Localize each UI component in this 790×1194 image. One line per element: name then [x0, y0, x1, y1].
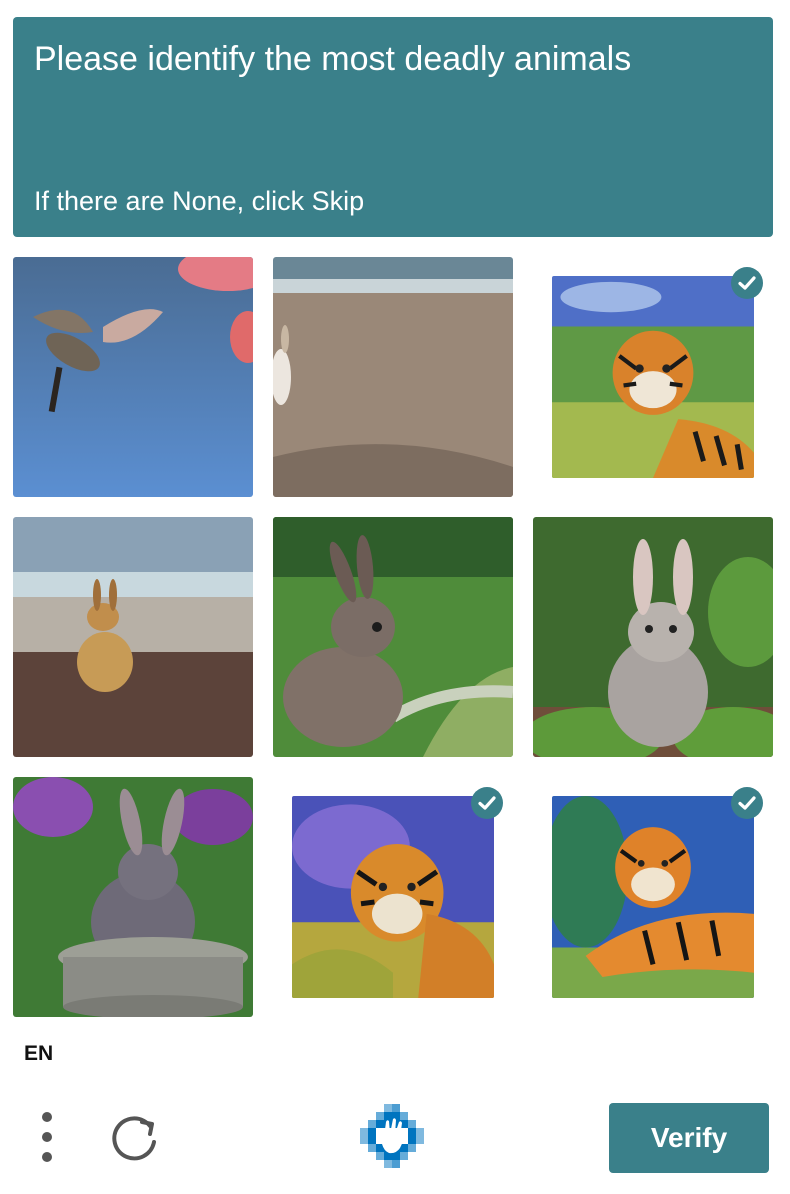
garden-rabbit-image — [533, 517, 773, 757]
image-tile-9[interactable] — [533, 777, 773, 1017]
check-icon — [731, 267, 763, 299]
image-tile-6[interactable] — [533, 517, 773, 757]
image-tile-1[interactable] — [13, 257, 253, 497]
challenge-header: Please identify the most deadly animals … — [13, 17, 773, 237]
beach-rabbit-image — [13, 517, 253, 757]
image-tile-3[interactable] — [533, 257, 773, 497]
more-vertical-icon[interactable] — [36, 1112, 60, 1164]
challenge-hint: If there are None, click Skip — [34, 186, 365, 216]
image-tile-7[interactable] — [13, 777, 253, 1017]
image-tile-5[interactable] — [273, 517, 513, 757]
image-tile-4[interactable] — [13, 517, 253, 757]
garden-rabbit-image — [273, 517, 513, 757]
refresh-icon[interactable] — [110, 1112, 162, 1164]
tiger-image — [292, 796, 494, 998]
tiger-image — [552, 276, 754, 478]
hcaptcha-logo-icon[interactable] — [360, 1104, 426, 1170]
check-icon — [731, 787, 763, 819]
language-selector[interactable]: EN — [24, 1042, 54, 1065]
image-tile-2[interactable] — [273, 257, 513, 497]
verify-button[interactable]: Verify — [609, 1103, 769, 1173]
image-tile-8[interactable] — [273, 777, 513, 1017]
check-icon — [471, 787, 503, 819]
challenge-prompt: Please identify the most deadly animals — [34, 40, 632, 78]
beach-rabbit-image — [273, 257, 513, 497]
tiger-image — [552, 796, 754, 998]
hummingbird-image — [13, 257, 253, 497]
potted-rabbit-image — [13, 777, 253, 1017]
